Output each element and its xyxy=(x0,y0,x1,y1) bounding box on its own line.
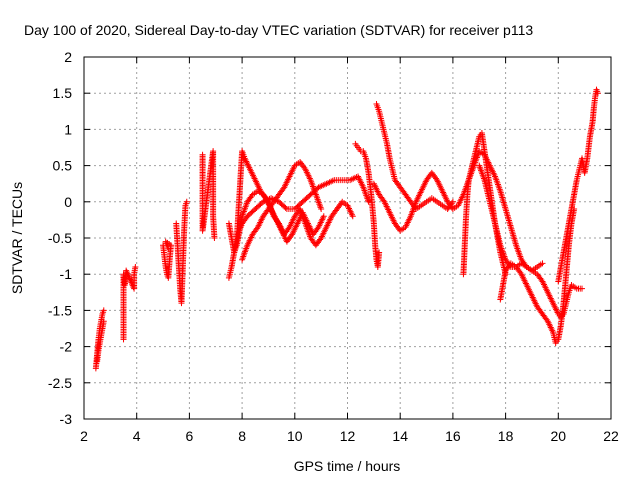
data-point xyxy=(211,235,218,241)
y-tick-label: -0.5 xyxy=(48,230,72,246)
data-point xyxy=(183,198,190,205)
series-track-q xyxy=(555,86,601,285)
data-layer xyxy=(92,86,601,372)
series-track-l xyxy=(373,101,456,213)
y-tick-label: -1 xyxy=(60,266,73,282)
y-tick-label: -3 xyxy=(60,411,73,427)
data-point xyxy=(318,206,325,213)
x-tick-label: 16 xyxy=(445,428,461,444)
series-track-n xyxy=(460,148,546,278)
series-track-e xyxy=(173,198,190,307)
data-point xyxy=(165,245,172,252)
data-point xyxy=(539,260,546,267)
x-tick-label: 18 xyxy=(498,428,514,444)
x-axis-title: GPS time / hours xyxy=(294,458,401,474)
series-track-p xyxy=(497,206,578,346)
y-tick-label: 2 xyxy=(64,49,72,65)
tick-layer: 2 4 6 8 10 12 14 16 18 20 22-3-2.5-2-1.5-1-0.500.5… xyxy=(48,49,619,444)
data-point xyxy=(594,90,601,97)
y-tick-label: -1.5 xyxy=(48,302,72,318)
x-tick-label: 4 xyxy=(133,428,141,444)
chart-title: Day 100 of 2020, Sidereal Day-to-day VTE… xyxy=(24,22,533,38)
grid-layer xyxy=(84,57,611,419)
data-point xyxy=(365,198,372,205)
series-track-j xyxy=(239,158,325,263)
series-track-d xyxy=(160,238,174,281)
x-tick-label: 6 xyxy=(186,428,194,444)
series-track-b xyxy=(94,318,107,365)
data-point xyxy=(132,263,139,270)
data-point xyxy=(376,249,383,256)
y-tick-label: 0 xyxy=(64,194,72,210)
x-tick-label: 8 xyxy=(238,428,246,444)
y-tick-label: 1.5 xyxy=(53,85,73,101)
y-tick-label: 0.5 xyxy=(53,158,73,174)
data-point xyxy=(282,204,289,211)
x-tick-label: 2 xyxy=(80,428,88,444)
y-axis-title: SDTVAR / TECUs xyxy=(9,182,25,294)
x-tick-label: 10 xyxy=(287,428,303,444)
series-track-c xyxy=(120,263,139,343)
data-point xyxy=(349,213,356,220)
series-track-i xyxy=(233,148,327,245)
data-point xyxy=(248,193,255,200)
data-point xyxy=(320,213,327,220)
data-point xyxy=(100,307,107,314)
x-tick-label: 20 xyxy=(551,428,567,444)
y-tick-label: -2 xyxy=(60,339,73,355)
x-tick-label: 12 xyxy=(340,428,356,444)
x-tick-label: 22 xyxy=(603,428,619,444)
data-point xyxy=(579,285,586,292)
y-tick-label: -2.5 xyxy=(48,375,72,391)
x-tick-label: 14 xyxy=(392,428,408,444)
data-point xyxy=(449,198,456,205)
series-track-f xyxy=(199,148,218,241)
y-tick-label: 1 xyxy=(64,121,72,137)
data-point xyxy=(100,318,107,325)
series-track-k xyxy=(352,140,383,270)
